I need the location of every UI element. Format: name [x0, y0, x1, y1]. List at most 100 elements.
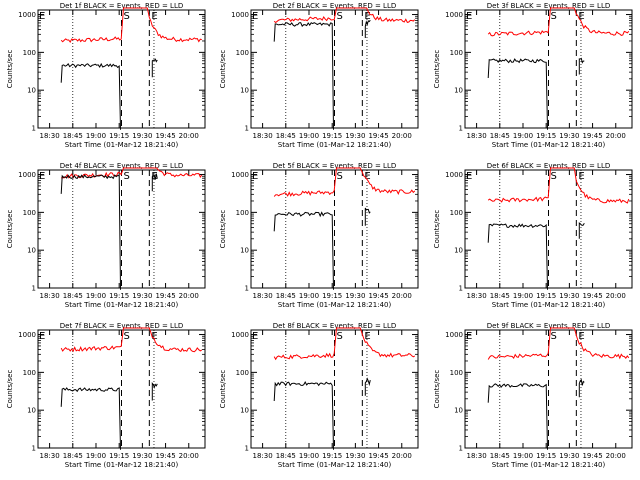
y-tick-label: 1 [459, 445, 463, 453]
series-events-line [273, 381, 334, 450]
x-tick-label: 18:30 [467, 292, 487, 300]
series-lld-line [487, 327, 630, 360]
y-tick-label: 1000 [231, 171, 249, 179]
series-lld-line [487, 7, 630, 37]
y-tick-label: 100 [23, 369, 36, 377]
y-tick-label: 100 [23, 209, 36, 217]
chart-panel: Det 2f BLACK = Events, RED = LLD 1 10 100 10… [219, 2, 419, 149]
y-tick-label: 1000 [18, 171, 36, 179]
x-tick-label: 20:00 [392, 132, 412, 140]
event-marker-label: S [124, 171, 130, 182]
y-tick-label: 10 [454, 407, 463, 415]
series-events-line [60, 387, 121, 450]
y-axis-label: Counts/sec [6, 50, 14, 89]
left-marker-label: E [39, 11, 45, 22]
series-events-line [487, 383, 548, 450]
x-tick-label: 20:00 [392, 292, 412, 300]
x-tick-label: 19:45 [582, 452, 602, 460]
event-marker-label: E [364, 171, 370, 182]
event-marker-label: S [551, 171, 557, 182]
series-events-line [60, 174, 121, 290]
chart-title: Det 3f BLACK = Events, RED = LLD [487, 2, 610, 10]
chart-panel: Det 3f BLACK = Events, RED = LLD 1 10 100 10… [433, 2, 633, 149]
y-tick-label: 10 [454, 87, 463, 95]
chart-panel: Det 9f BLACK = Events, RED = LLD 1 10 100 10… [433, 322, 633, 469]
chart-title: Det 5f BLACK = Events, RED = LLD [273, 162, 396, 170]
x-tick-label: 19:15 [536, 292, 556, 300]
chart-title: Det 1f BLACK = Events, RED = LLD [60, 2, 183, 10]
x-axis-label: Start Time (01-Mar-12 18:21:40) [65, 141, 179, 149]
y-tick-label: 1 [459, 125, 463, 133]
series-lld-line [273, 327, 416, 361]
x-tick-label: 19:00 [513, 452, 533, 460]
x-tick-label: 19:45 [155, 132, 175, 140]
chart-title: Det 6f BLACK = Events, RED = LLD [487, 162, 610, 170]
y-tick-label: 100 [236, 209, 249, 217]
x-tick-label: 19:00 [86, 452, 106, 460]
event-marker-label: E [151, 11, 157, 22]
y-tick-label: 10 [240, 247, 249, 255]
y-tick-label: 1000 [18, 331, 36, 339]
x-tick-label: 19:30 [345, 132, 365, 140]
series-events-line [487, 223, 548, 290]
x-tick-label: 19:00 [86, 292, 106, 300]
y-axis-label: Counts/sec [219, 210, 227, 249]
chart-panel: Det 5f BLACK = Events, RED = LLD 1 10 100 10… [219, 162, 419, 309]
series-lld-line [60, 7, 202, 43]
x-tick-label: 19:30 [559, 132, 579, 140]
x-tick-label: 19:30 [559, 452, 579, 460]
y-tick-label: 10 [240, 407, 249, 415]
x-tick-label: 19:15 [322, 292, 342, 300]
x-axis-label: Start Time (01-Mar-12 18:21:40) [492, 141, 606, 149]
x-tick-label: 18:45 [63, 132, 83, 140]
y-tick-label: 1 [245, 125, 249, 133]
x-axis-label: Start Time (01-Mar-12 18:21:40) [65, 301, 179, 309]
x-tick-label: 18:30 [253, 452, 273, 460]
x-tick-label: 18:45 [490, 452, 510, 460]
x-axis-label: Start Time (01-Mar-12 18:21:40) [65, 461, 179, 469]
y-axis-label: Counts/sec [433, 50, 441, 89]
series-events-line-after [578, 378, 585, 398]
y-tick-label: 1 [32, 285, 36, 293]
x-tick-label: 18:45 [490, 132, 510, 140]
y-tick-label: 10 [27, 87, 36, 95]
event-marker-label: S [124, 331, 130, 342]
x-tick-label: 19:30 [132, 292, 152, 300]
y-tick-label: 100 [236, 49, 249, 57]
chart-title: Det 9f BLACK = Events, RED = LLD [487, 322, 610, 330]
chart-title: Det 7f BLACK = Events, RED = LLD [60, 322, 183, 330]
x-tick-label: 19:45 [582, 132, 602, 140]
x-tick-label: 20:00 [606, 292, 626, 300]
x-tick-label: 19:45 [368, 292, 388, 300]
chart-title: Det 4f BLACK = Events, RED = LLD [60, 162, 183, 170]
x-tick-label: 19:15 [109, 292, 129, 300]
x-tick-label: 19:30 [132, 132, 152, 140]
series-events-line [60, 62, 121, 130]
x-tick-label: 19:15 [536, 452, 556, 460]
event-marker-label: S [124, 11, 130, 22]
left-marker-label: E [466, 171, 472, 182]
y-tick-label: 100 [450, 49, 463, 57]
series-lld-line [60, 327, 203, 353]
y-tick-label: 1000 [445, 171, 463, 179]
event-marker-label: E [151, 331, 157, 342]
left-marker-label: E [39, 331, 45, 342]
event-marker-label: E [578, 171, 584, 182]
y-tick-label: 10 [27, 407, 36, 415]
x-tick-label: 18:45 [63, 292, 83, 300]
x-tick-label: 18:30 [40, 132, 60, 140]
left-marker-label: E [252, 171, 258, 182]
x-tick-label: 19:30 [345, 452, 365, 460]
left-marker-label: E [466, 331, 472, 342]
x-tick-label: 20:00 [179, 132, 199, 140]
x-tick-label: 19:45 [368, 452, 388, 460]
chart-panel: Det 1f BLACK = Events, RED = LLD 1 10 100 10… [6, 2, 206, 149]
x-tick-label: 19:45 [368, 132, 388, 140]
y-tick-label: 100 [450, 209, 463, 217]
chart-panel: Det 6f BLACK = Events, RED = LLD 1 10 100 10… [433, 162, 633, 309]
chart-title: Det 8f BLACK = Events, RED = LLD [273, 322, 396, 330]
y-tick-label: 1 [32, 125, 36, 133]
y-tick-label: 100 [23, 49, 36, 57]
x-tick-label: 18:45 [276, 132, 296, 140]
x-tick-label: 19:15 [109, 452, 129, 460]
